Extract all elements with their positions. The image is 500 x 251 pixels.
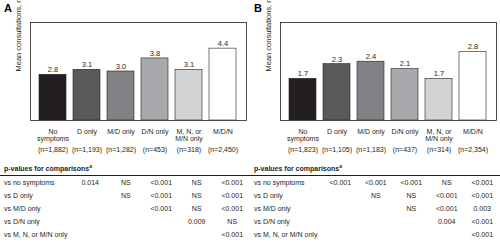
- svg-text:2.1: 2.1: [400, 59, 410, 68]
- html-text:<0.001: <0.001: [221, 205, 243, 213]
- html-text:0.009: 0.009: [188, 218, 206, 226]
- svg-text:2.3: 2.3: [332, 55, 342, 64]
- svg-text:D/N only: D/N only: [142, 128, 169, 136]
- svg-text:4.4: 4.4: [218, 39, 228, 48]
- svg-text:2.8: 2.8: [468, 42, 478, 51]
- svg-text:(n=1,823): (n=1,823): [288, 146, 318, 154]
- svg-text:D/N only: D/N only: [392, 128, 419, 136]
- svg-text:M, N, orM/N only: M, N, orM/N only: [425, 128, 453, 143]
- html-text:<0.001: <0.001: [221, 179, 243, 187]
- html-text:vs D/N only: vs D/N only: [254, 218, 290, 226]
- html-text:NS: NS: [441, 179, 452, 187]
- html-text:<0.001: <0.001: [150, 205, 172, 213]
- svg-text:3.0: 3.0: [116, 62, 126, 71]
- html-text:vs D only: vs D only: [4, 192, 33, 200]
- svg-text:(n=1,193): (n=1,193): [72, 146, 102, 154]
- html-text:<0.001: <0.001: [471, 231, 493, 239]
- html-text:B: B: [254, 2, 262, 14]
- html-text:vs M, N, or M/N only: vs M, N, or M/N only: [4, 231, 68, 239]
- svg-text:3.1: 3.1: [184, 60, 194, 69]
- html-text:vs M/D only: vs M/D only: [4, 205, 41, 213]
- html-text:NS: NS: [120, 192, 131, 200]
- html-text:vs D/N only: vs D/N only: [4, 218, 40, 226]
- svg-text:Nosymptoms: Nosymptoms: [287, 128, 319, 143]
- svg-text:D only: D only: [77, 128, 97, 136]
- html-text:p-values for comparisonsa: p-values for comparisonsa: [4, 163, 92, 173]
- svg-text:1.7: 1.7: [298, 69, 308, 78]
- svg-text:3.1: 3.1: [82, 60, 92, 69]
- html-text:vs M/D only: vs M/D only: [254, 205, 291, 213]
- html-text:NS: NS: [120, 179, 131, 187]
- html-text:NS: NS: [406, 192, 417, 200]
- html-text:<0.001: <0.001: [365, 179, 387, 187]
- html-text:NS: NS: [406, 205, 417, 213]
- html-text:<0.001: <0.001: [435, 192, 458, 200]
- html-text:NS: NS: [191, 192, 202, 200]
- svg-text:3.8: 3.8: [150, 49, 160, 58]
- svg-text:(n=2,354): (n=2,354): [458, 146, 488, 154]
- html-text:<0.001: <0.001: [150, 192, 172, 200]
- html-text:NS: NS: [191, 205, 202, 213]
- svg-text:(n=2,450): (n=2,450): [208, 146, 238, 154]
- svg-text:(n=314): (n=314): [427, 146, 451, 154]
- html-text:<0.001: <0.001: [329, 179, 352, 187]
- html-text:NS: NS: [191, 179, 202, 187]
- html-text:0.003: 0.003: [473, 205, 491, 213]
- svg-text:(n=1,183): (n=1,183): [356, 146, 386, 154]
- svg-text:M/D/N: M/D/N: [463, 128, 483, 135]
- svg-text:(n=1,105): (n=1,105): [322, 146, 352, 154]
- html-text:0.014: 0.014: [81, 179, 99, 187]
- html-text:0.004: 0.004: [438, 218, 456, 226]
- html-text:vs D only: vs D only: [254, 192, 283, 200]
- html-text:<0.001: <0.001: [471, 192, 493, 200]
- html-text:vs no symptoms: vs no symptoms: [4, 179, 55, 187]
- svg-text:2.8: 2.8: [48, 65, 58, 74]
- svg-text:(n=1,882): (n=1,882): [38, 146, 68, 154]
- svg-text:M/D only: M/D only: [357, 128, 385, 136]
- html-text:<0.001: <0.001: [400, 179, 422, 187]
- html-text:<0.001: <0.001: [471, 218, 493, 226]
- html-text:NS: NS: [227, 218, 238, 226]
- html-text:vs no symptoms: vs no symptoms: [254, 179, 305, 187]
- html-text:<0.001: <0.001: [150, 179, 172, 187]
- svg-text:1.7: 1.7: [434, 69, 444, 78]
- html-text:p-values for comparisonsa: p-values for comparisonsa: [254, 163, 342, 173]
- svg-text:M/D only: M/D only: [107, 128, 135, 136]
- svg-text:Nosymptoms: Nosymptoms: [37, 128, 69, 143]
- svg-text:Mean consultations, n: Mean consultations, n: [14, 0, 23, 72]
- html-text:<0.001: <0.001: [435, 205, 458, 213]
- svg-text:D only: D only: [327, 128, 347, 136]
- html-text:<0.001: <0.001: [471, 179, 493, 187]
- svg-text:(n=437): (n=437): [393, 146, 417, 154]
- svg-text:(n=453): (n=453): [143, 146, 167, 154]
- svg-text:(n=1,282): (n=1,282): [106, 146, 136, 154]
- svg-text:M, N, orM/N only: M, N, orM/N only: [175, 128, 203, 143]
- html-text:NS: NS: [370, 192, 381, 200]
- html-text:<0.001: <0.001: [221, 192, 243, 200]
- html-text:<0.001: <0.001: [221, 231, 243, 239]
- svg-text:M/D/N: M/D/N: [213, 128, 233, 135]
- html-text:vs M, N, or M/N only: vs M, N, or M/N only: [254, 231, 318, 239]
- svg-text:(n=318): (n=318): [177, 146, 201, 154]
- svg-text:2.4: 2.4: [366, 52, 376, 61]
- html-text:A: A: [4, 2, 12, 14]
- svg-text:Mean consultations, n: Mean consultations, n: [264, 0, 273, 72]
